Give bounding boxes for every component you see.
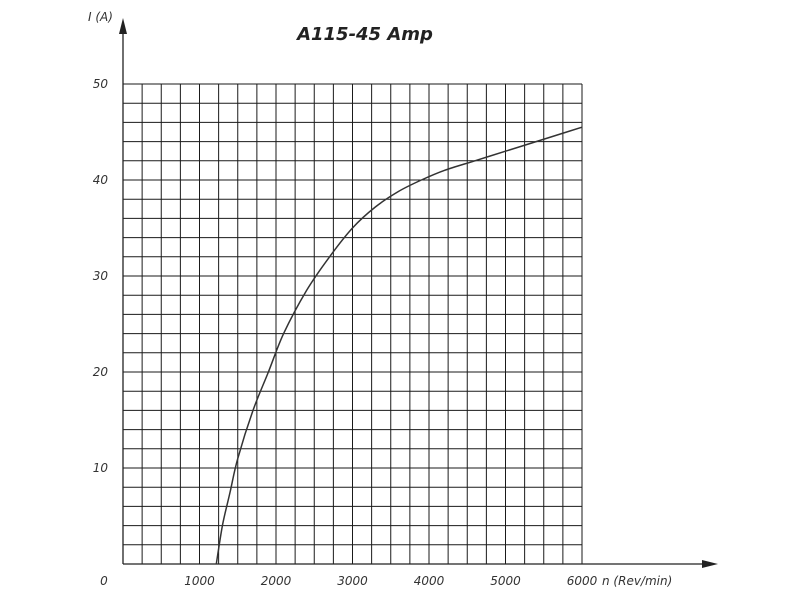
- x-tick-label: 2000: [261, 574, 292, 588]
- y-axis-arrow-icon: [119, 18, 127, 34]
- x-tick-label: 5000: [490, 574, 521, 588]
- x-tick-label: 4000: [414, 574, 445, 588]
- x-axis-arrow-icon: [702, 560, 718, 568]
- axes: [119, 18, 718, 568]
- series: [215, 126, 583, 565]
- origin-label: 0: [100, 574, 108, 588]
- y-tick-label: 50: [93, 77, 109, 91]
- y-tick-label: 40: [93, 173, 109, 187]
- grid: [122, 83, 583, 565]
- chart-title: A115-45 Amp: [295, 24, 433, 45]
- series-line: [215, 126, 583, 565]
- y-axis-label: I (A): [88, 10, 113, 24]
- y-tick-label: 20: [93, 365, 109, 379]
- y-tick-label: 10: [93, 461, 109, 475]
- tick-labels: 1000 2000 3000 4000 5000 6000 10 20 30 40 50: [93, 77, 598, 588]
- y-tick-label: 30: [93, 269, 109, 283]
- x-axis-label: n (Rev/min): [602, 574, 672, 588]
- x-tick-label: 6000: [567, 574, 598, 588]
- x-tick-label: 3000: [337, 574, 368, 588]
- x-tick-label: 1000: [184, 574, 215, 588]
